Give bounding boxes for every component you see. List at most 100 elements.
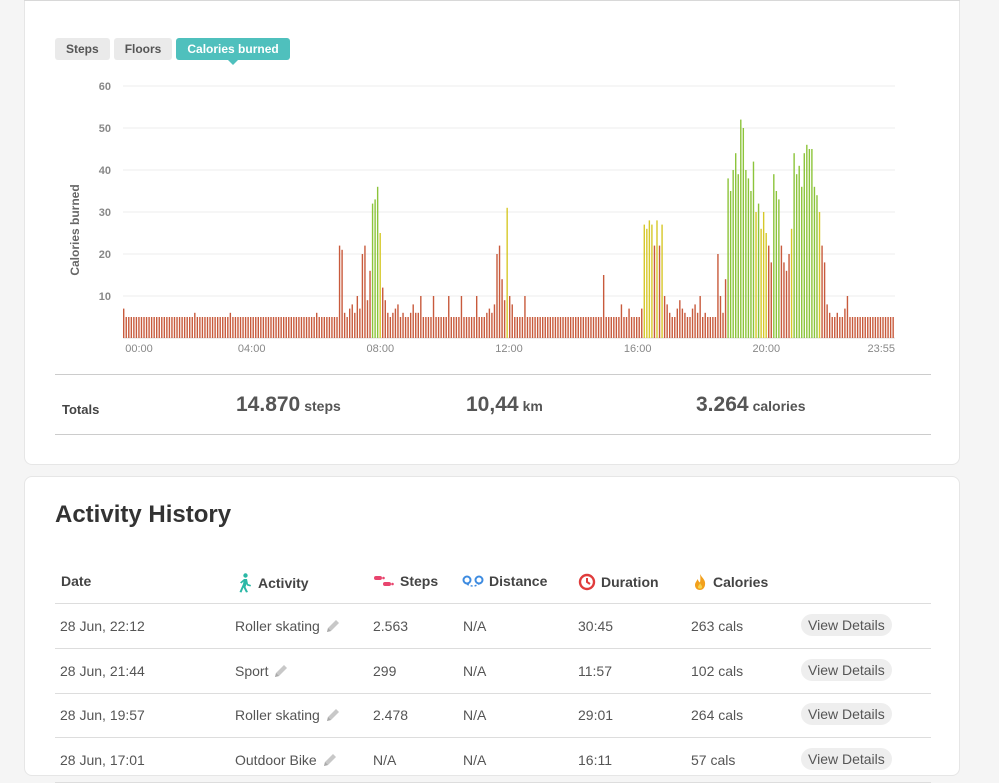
bar[interactable] bbox=[585, 317, 587, 338]
bar[interactable] bbox=[463, 317, 465, 338]
bar[interactable] bbox=[552, 317, 554, 338]
bar[interactable] bbox=[387, 312, 389, 338]
bar[interactable] bbox=[879, 317, 882, 338]
bar[interactable] bbox=[361, 254, 364, 338]
bar[interactable] bbox=[341, 249, 343, 338]
bar[interactable] bbox=[125, 317, 127, 338]
bar[interactable] bbox=[427, 317, 430, 338]
bar[interactable] bbox=[189, 317, 191, 338]
tab-floors[interactable]: Floors bbox=[113, 38, 173, 60]
bar[interactable] bbox=[778, 199, 780, 338]
bar[interactable] bbox=[760, 228, 762, 338]
bar[interactable] bbox=[277, 317, 280, 338]
bar[interactable] bbox=[846, 296, 849, 338]
bar[interactable] bbox=[696, 312, 699, 338]
bar[interactable] bbox=[509, 296, 511, 338]
bar[interactable] bbox=[597, 317, 600, 338]
bar[interactable] bbox=[199, 317, 201, 338]
bar[interactable] bbox=[615, 317, 618, 338]
bar[interactable] bbox=[686, 317, 689, 338]
bar[interactable] bbox=[712, 317, 714, 338]
bar[interactable] bbox=[148, 317, 150, 338]
bar[interactable] bbox=[303, 317, 305, 338]
bar[interactable] bbox=[575, 317, 577, 338]
bar[interactable] bbox=[694, 304, 696, 338]
bar[interactable] bbox=[643, 224, 645, 338]
bar[interactable] bbox=[882, 317, 884, 338]
view-details-button[interactable]: View Details bbox=[801, 748, 892, 770]
bar[interactable] bbox=[608, 317, 610, 338]
bar[interactable] bbox=[762, 212, 765, 338]
bar[interactable] bbox=[326, 317, 328, 338]
bar[interactable] bbox=[128, 317, 130, 338]
bar[interactable] bbox=[818, 212, 821, 338]
bar[interactable] bbox=[884, 317, 887, 338]
bar[interactable] bbox=[656, 220, 658, 338]
bar[interactable] bbox=[668, 312, 671, 338]
bar[interactable] bbox=[613, 317, 615, 338]
bar[interactable] bbox=[219, 317, 221, 338]
bar[interactable] bbox=[689, 317, 691, 338]
bar[interactable] bbox=[641, 308, 643, 338]
bar[interactable] bbox=[422, 317, 425, 338]
bar[interactable] bbox=[554, 317, 557, 338]
bar[interactable] bbox=[331, 317, 333, 338]
bar[interactable] bbox=[415, 312, 417, 338]
bar[interactable] bbox=[270, 317, 272, 338]
pencil-icon[interactable] bbox=[325, 618, 341, 634]
bar[interactable] bbox=[310, 317, 313, 338]
bar[interactable] bbox=[681, 308, 684, 338]
bar[interactable] bbox=[237, 317, 239, 338]
bar[interactable] bbox=[676, 308, 679, 338]
bar[interactable] bbox=[158, 317, 160, 338]
bar[interactable] bbox=[569, 317, 572, 338]
bar[interactable] bbox=[394, 308, 397, 338]
bar[interactable] bbox=[511, 304, 513, 338]
bar[interactable] bbox=[453, 317, 455, 338]
bar[interactable] bbox=[808, 149, 811, 338]
bar[interactable] bbox=[333, 317, 336, 338]
bar[interactable] bbox=[567, 317, 569, 338]
bar[interactable] bbox=[364, 245, 366, 338]
pencil-icon[interactable] bbox=[322, 752, 338, 768]
bar[interactable] bbox=[171, 317, 173, 338]
bar[interactable] bbox=[577, 317, 579, 338]
bar[interactable] bbox=[549, 317, 552, 338]
bar[interactable] bbox=[646, 228, 648, 338]
bar[interactable] bbox=[244, 317, 247, 338]
bar[interactable] bbox=[671, 317, 673, 338]
bar[interactable] bbox=[722, 312, 724, 338]
bar[interactable] bbox=[455, 317, 458, 338]
bar[interactable] bbox=[872, 317, 874, 338]
bar[interactable] bbox=[349, 308, 351, 338]
bar[interactable] bbox=[503, 300, 506, 338]
bar[interactable] bbox=[255, 317, 257, 338]
bar[interactable] bbox=[869, 317, 872, 338]
bar[interactable] bbox=[580, 317, 582, 338]
bar[interactable] bbox=[531, 317, 534, 338]
bar[interactable] bbox=[343, 312, 346, 338]
bar[interactable] bbox=[138, 317, 140, 338]
bar[interactable] bbox=[288, 317, 290, 338]
bar[interactable] bbox=[610, 317, 612, 338]
bar[interactable] bbox=[658, 245, 661, 338]
bar[interactable] bbox=[595, 317, 597, 338]
bar[interactable] bbox=[851, 317, 854, 338]
bar[interactable] bbox=[321, 317, 323, 338]
bar[interactable] bbox=[539, 317, 541, 338]
bar[interactable] bbox=[770, 262, 772, 338]
bar[interactable] bbox=[409, 312, 412, 338]
bar[interactable] bbox=[163, 317, 166, 338]
bar[interactable] bbox=[877, 317, 879, 338]
bar[interactable] bbox=[399, 317, 402, 338]
bar[interactable] bbox=[133, 317, 135, 338]
bar[interactable] bbox=[473, 317, 475, 338]
bar[interactable] bbox=[811, 149, 813, 338]
bar[interactable] bbox=[366, 300, 369, 338]
bar[interactable] bbox=[755, 212, 757, 338]
bar[interactable] bbox=[153, 317, 155, 338]
bar[interactable] bbox=[826, 304, 828, 338]
bar[interactable] bbox=[709, 317, 712, 338]
bar[interactable] bbox=[249, 317, 252, 338]
bar[interactable] bbox=[295, 317, 298, 338]
